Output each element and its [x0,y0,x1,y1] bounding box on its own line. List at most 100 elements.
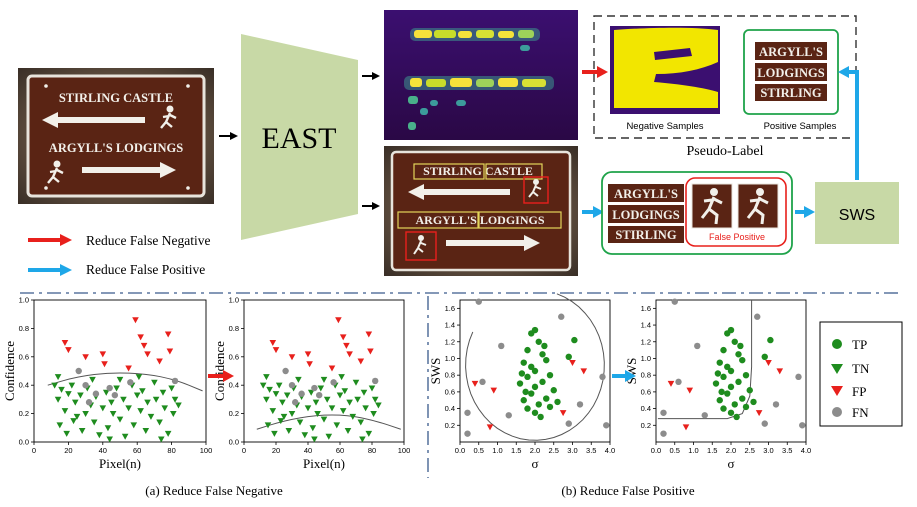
fp-point [65,347,72,354]
y-tick-label: 1.2 [445,337,455,346]
tn-point [82,411,89,417]
x-tick-label: 40 [99,446,107,455]
tn-point [341,388,349,395]
fn-point [694,342,701,350]
tn-point [106,436,113,443]
fn-point [75,367,82,375]
pseudo-label-caption: Pseudo-Label [687,144,764,159]
tn-point [135,374,143,381]
fp-point [137,334,144,341]
tp-point [528,363,535,371]
x-tick-label: 2.0 [726,446,736,455]
fn-point [330,379,337,386]
tn-point [328,405,336,412]
tp-point [727,367,735,375]
fp-point [486,424,494,431]
fp-point [339,334,347,341]
fn-point [565,420,572,427]
tn-point [116,376,124,383]
tn-point [68,382,76,389]
fp-point [166,348,174,355]
tn-point [336,392,344,399]
tp-point [522,388,529,396]
fn-point [660,430,667,437]
tn-point [58,386,65,393]
detection-image: STIRLING CASTLE ARGYLL'S LODGINGS [384,146,578,276]
fp-point [667,380,675,387]
legend-red-label: Reduce False Negative [86,233,210,248]
fn-point [558,313,565,320]
fp-point [559,410,567,417]
candidate-word-2: LODGINGS [612,208,679,222]
tn-point [370,411,377,417]
tp-point [767,336,774,344]
fp-point [132,317,139,324]
x-tick-label: 1.0 [492,446,502,455]
x-axis-label: Pixel(n) [303,456,345,471]
tn-point [161,405,169,412]
tn-point [368,385,376,392]
tn-point [309,425,317,432]
tp-point [746,387,753,394]
red-arrow-bottom [208,370,234,382]
x-tick-label: 20 [272,446,280,455]
fn-point [599,373,606,381]
tn-point [168,385,175,392]
x-tick-label: 80 [167,446,175,455]
tn-point [71,399,79,406]
legend-fn-label: FN [852,405,869,420]
tn-point [130,422,138,429]
tp-point [528,390,535,397]
tp-point [724,390,731,397]
fp-point [365,331,373,338]
sign-arrow-left [42,112,145,128]
y-tick-label: 0.4 [229,381,239,390]
fn-point [106,384,113,392]
tn-point [142,428,150,435]
fn-point [576,401,584,408]
tp-point [535,338,542,345]
tn-point [170,411,177,417]
fn-point [298,390,305,397]
y-tick-label: 0.2 [19,409,29,418]
candidate-word-1: ARGYLL'S [614,187,678,201]
fp-point [367,348,374,355]
y-tick-label: 1.4 [641,321,651,330]
positive-word-2: LODGINGS [757,66,824,80]
x-tick-label: 80 [368,446,376,455]
tn-point [365,430,373,437]
x-tick-label: 3.5 [782,446,792,455]
blue-arrow-2 [795,206,815,218]
tp-point [733,413,740,421]
arrow-legend: Reduce False Negative Reduce False Posit… [28,233,210,277]
tp-point [712,380,720,387]
fn-point [675,378,682,386]
fn-point [288,382,296,389]
tn-point [56,422,64,429]
person-icon-2 [47,160,64,184]
tn-point [137,408,144,415]
chart-b-after: 0.0 0.5 1.0 1.5 2.0 2.5 3.0 3.5 4.0 0.2 0.4 0.6 0.8 1… [624,298,811,471]
positive-caption: Positive Samples [764,121,837,132]
tn-point [349,413,357,420]
negative-caption: Negative Samples [626,121,703,132]
blue-arrow-1 [582,206,604,218]
fp-point [164,331,172,338]
y-tick-label: 0.8 [19,324,29,333]
candidate-samples: ARGYLL'S LODGINGS STIRLING False Positiv… [601,171,793,255]
x-tick-label: 60 [133,446,141,455]
fn-point [761,420,768,427]
tp-point [761,353,768,360]
tn-point [99,405,107,412]
score-heatmap [384,10,578,140]
x-tick-label: 40 [304,446,312,455]
tn-point [317,385,325,392]
x-tick-label: 0.0 [651,446,661,455]
tp-point [739,356,746,364]
tn-point [314,411,321,417]
fn-point [292,399,299,406]
sws-box: SWS [815,182,899,244]
y-tick-label: 0.6 [641,387,651,396]
fn-point [311,384,318,392]
